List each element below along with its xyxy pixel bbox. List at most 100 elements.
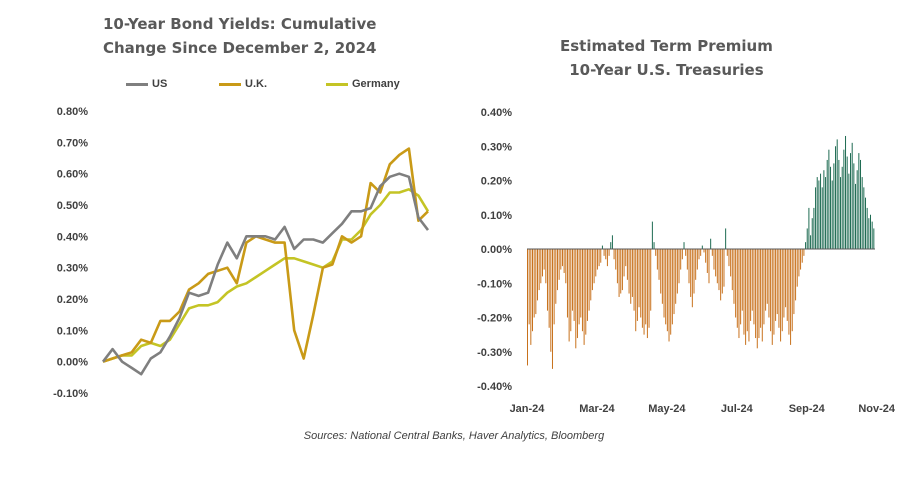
term-premium-bar bbox=[656, 249, 658, 270]
term-premium-bar bbox=[546, 249, 548, 311]
term-premium-bar bbox=[826, 159, 828, 249]
term-premium-bar bbox=[541, 249, 543, 277]
term-premium-bar bbox=[851, 142, 853, 249]
y-tick-label: -0.10% bbox=[53, 388, 88, 400]
term-premium-bar bbox=[675, 249, 677, 304]
term-premium-bar bbox=[765, 249, 767, 311]
term-premium-bar bbox=[773, 249, 775, 335]
term-premium-bar bbox=[650, 249, 652, 311]
term-premium-bar bbox=[816, 177, 818, 249]
term-premium-bar bbox=[780, 249, 782, 342]
term-premium-bar bbox=[538, 249, 540, 291]
term-premium-bar bbox=[623, 249, 625, 277]
term-premium-bar bbox=[550, 249, 552, 352]
legend-item-us: US bbox=[126, 78, 167, 90]
term-premium-bar bbox=[601, 245, 603, 249]
y-tick-label: -0.20% bbox=[477, 313, 512, 325]
term-premium-bar bbox=[730, 249, 732, 277]
term-premium-bar bbox=[833, 163, 835, 250]
term-premium-bar bbox=[563, 249, 565, 273]
term-premium-bar bbox=[718, 249, 720, 291]
term-premium-bar bbox=[553, 249, 555, 325]
term-premium-bar bbox=[746, 249, 748, 332]
term-premium-bar bbox=[568, 249, 570, 342]
term-premium-bar bbox=[850, 153, 852, 249]
term-premium-bar bbox=[593, 249, 595, 284]
term-premium-bar bbox=[761, 249, 763, 342]
term-premium-bar bbox=[575, 249, 577, 349]
term-premium-bar bbox=[740, 249, 742, 325]
term-premium-bar bbox=[640, 249, 642, 318]
yields-chart-title-line2: Change Since December 2, 2024 bbox=[103, 39, 377, 57]
term-premium-bar bbox=[528, 249, 530, 325]
term-premium-bar bbox=[545, 249, 547, 284]
term-premium-bar bbox=[645, 249, 647, 325]
term-premium-bar bbox=[860, 159, 862, 249]
term-premium-bar bbox=[596, 249, 598, 270]
term-premium-bar bbox=[638, 249, 640, 308]
x-tick-label: Jul-24 bbox=[721, 403, 754, 415]
term-premium-bar bbox=[631, 249, 633, 297]
term-premium-bar bbox=[633, 249, 635, 311]
term-premium-bar bbox=[571, 249, 573, 311]
term-premium-bar bbox=[635, 249, 637, 332]
y-tick-label: 0.00% bbox=[57, 357, 88, 369]
y-tick-label: 0.00% bbox=[481, 244, 512, 256]
term-premium-bar bbox=[753, 249, 755, 325]
y-tick-label: 0.10% bbox=[481, 210, 512, 222]
term-premium-bar bbox=[685, 249, 687, 256]
legend-item-germany: Germany bbox=[326, 78, 400, 90]
yields-chart-title: 10-Year Bond Yields: Cumulative Change S… bbox=[103, 12, 377, 60]
legend-label-us: US bbox=[152, 78, 168, 90]
term-premium-bar bbox=[595, 249, 597, 277]
term-premium-bar bbox=[853, 163, 855, 250]
term-premium-bar bbox=[838, 159, 840, 249]
term-premium-bar bbox=[813, 207, 815, 249]
term-premium-bar bbox=[805, 242, 807, 249]
y-tick-label: 0.60% bbox=[57, 169, 88, 181]
term-premium-bar bbox=[776, 249, 778, 315]
x-tick-label: May-24 bbox=[648, 403, 686, 415]
term-premium-bar bbox=[691, 249, 693, 308]
term-premium-bar bbox=[716, 249, 718, 284]
term-premium-bar bbox=[830, 166, 832, 249]
term-premium-bar bbox=[536, 249, 538, 301]
term-premium-bar bbox=[527, 249, 528, 366]
term-premium-bar bbox=[795, 249, 797, 301]
term-premium-bar bbox=[535, 249, 537, 315]
yields-chart-plot: 0.80% 0.70% 0.60% 0.50% 0.40% 0.30% 0.20% 0.10%… bbox=[53, 106, 430, 400]
term-premium-bar bbox=[603, 249, 605, 256]
term-premium-bar bbox=[766, 249, 768, 304]
term-premium-bar bbox=[620, 249, 622, 294]
term-premium-bar bbox=[643, 249, 645, 335]
term-premium-bar bbox=[636, 249, 638, 321]
term-premium-bar bbox=[681, 249, 683, 260]
term-premium-bar bbox=[693, 249, 695, 294]
term-premium-bar bbox=[800, 249, 802, 270]
series-line-us bbox=[101, 172, 430, 376]
term-premium-bar bbox=[590, 249, 592, 301]
y-tick-label: 0.40% bbox=[481, 107, 512, 119]
term-premium-bar bbox=[613, 249, 615, 260]
y-tick-label: 0.40% bbox=[57, 231, 88, 243]
term-premium-bar bbox=[715, 249, 717, 277]
term-premium-bar bbox=[763, 249, 765, 325]
term-premium-bar bbox=[651, 221, 653, 249]
term-premium-bar bbox=[845, 135, 847, 249]
term-premium-bar bbox=[735, 249, 737, 318]
term-premium-bar bbox=[771, 249, 773, 345]
y-tick-label: 0.30% bbox=[481, 141, 512, 153]
term-premium-bar bbox=[756, 249, 758, 349]
term-premium-bar bbox=[798, 249, 800, 277]
yields-chart-panel: 10-Year Bond Yields: Cumulative Change S… bbox=[0, 0, 450, 430]
term-premium-bar bbox=[778, 249, 780, 328]
term-premium-bar bbox=[625, 249, 627, 267]
term-premium-bar bbox=[736, 249, 738, 328]
term-premium-bar bbox=[760, 249, 762, 328]
term-premium-bar bbox=[750, 249, 752, 321]
term-premium-chart-title-line2: 10-Year U.S. Treasuries bbox=[569, 61, 764, 79]
term-premium-bar bbox=[578, 249, 580, 325]
term-premium-bar bbox=[583, 249, 585, 345]
term-premium-bar bbox=[768, 249, 770, 318]
term-premium-bar bbox=[831, 180, 833, 249]
